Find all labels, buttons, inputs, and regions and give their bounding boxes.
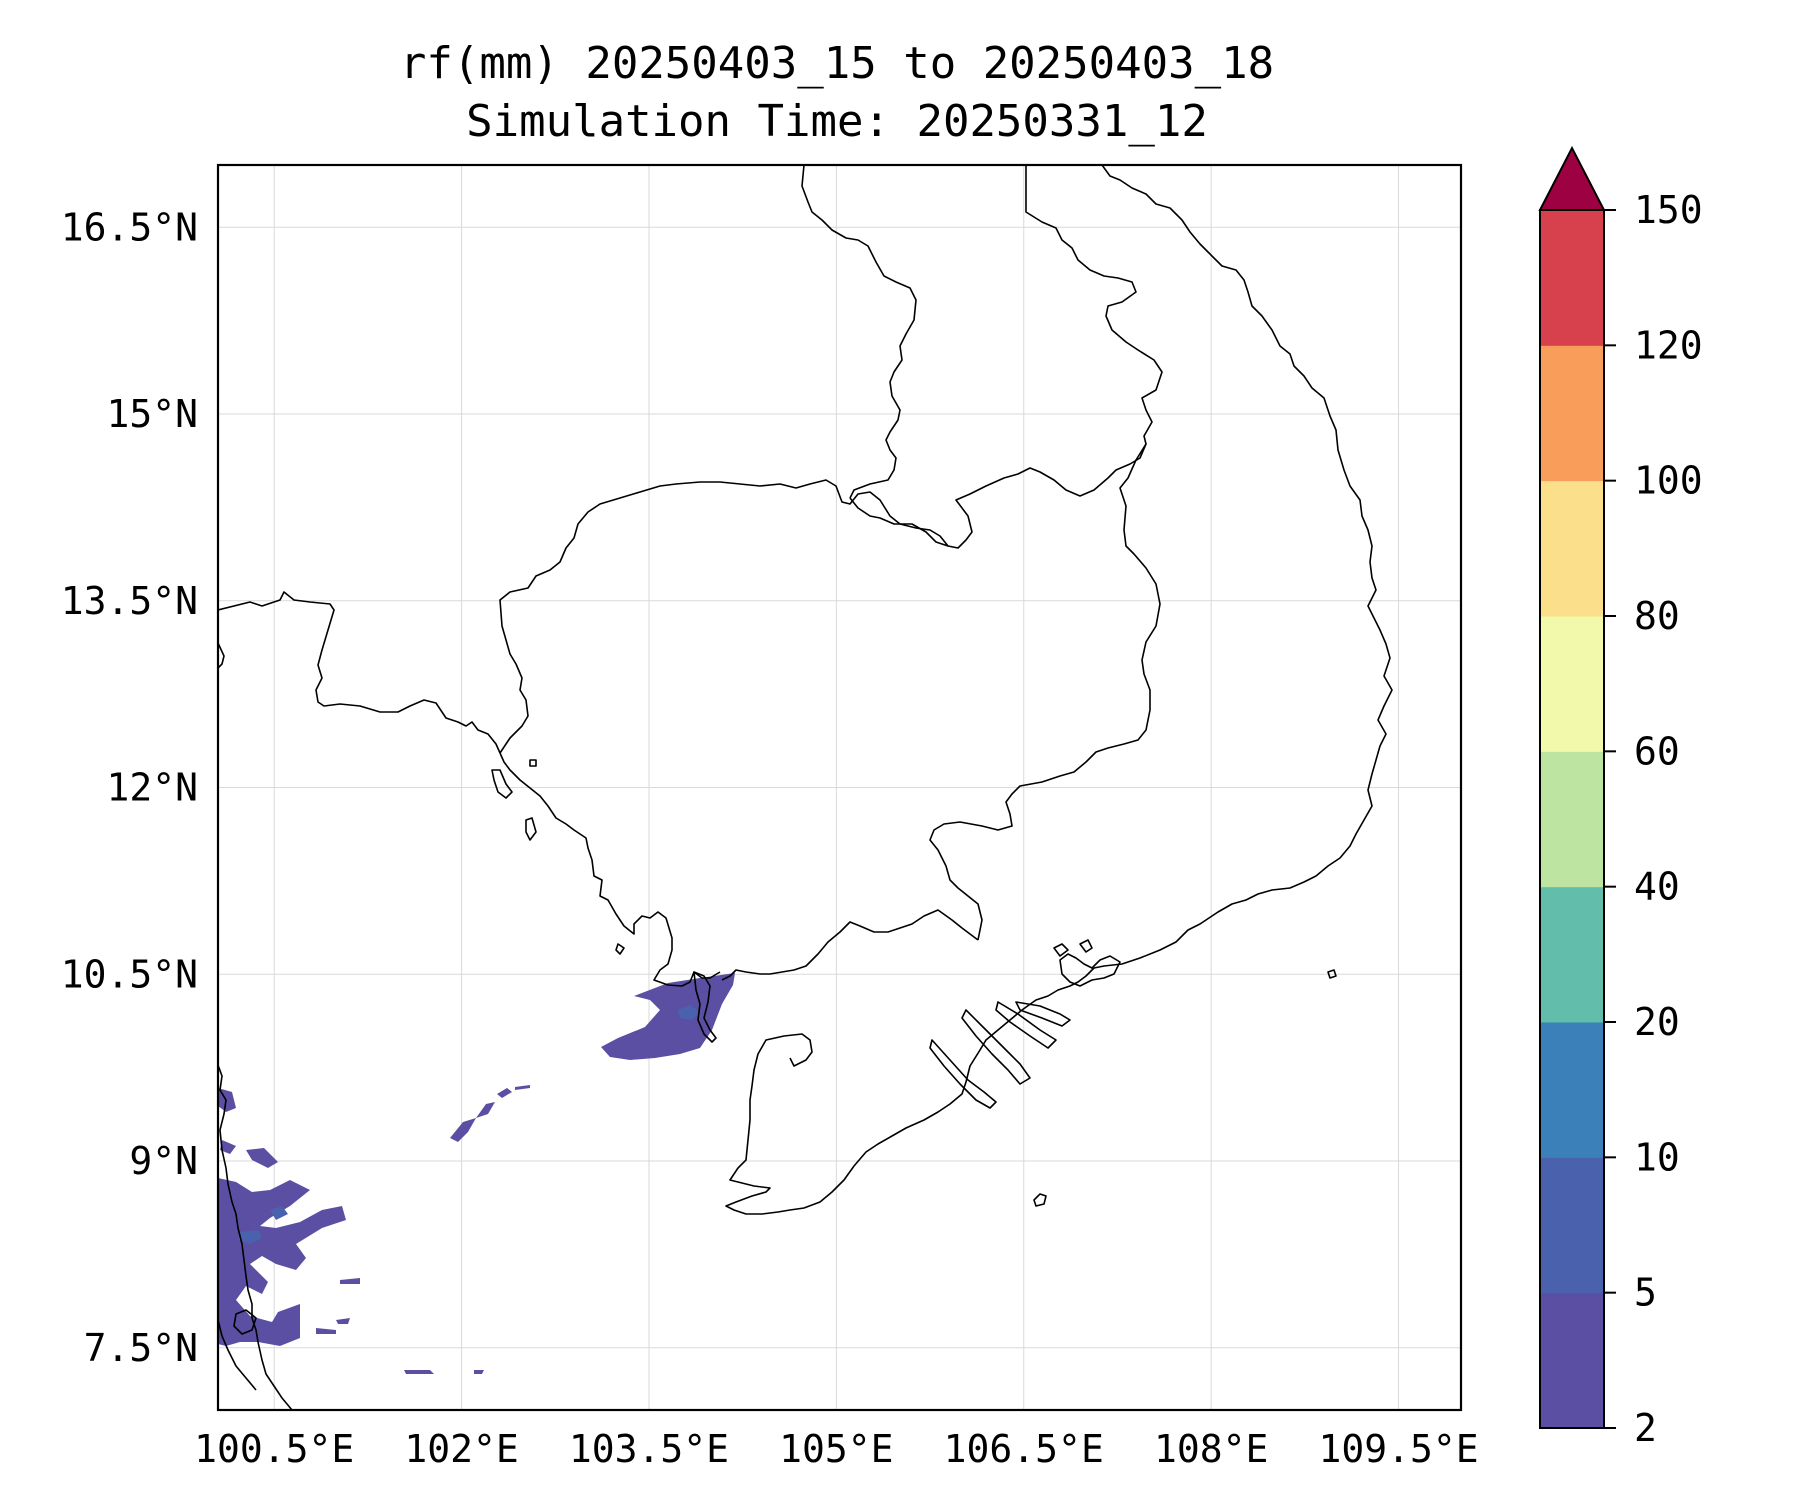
lat-tick-label: 13.5°N [61, 579, 198, 623]
colorbar-tick-label: 20 [1634, 1000, 1680, 1044]
island-koh-chang [491, 769, 513, 799]
coast-vietnam-east [1093, 165, 1393, 969]
rain-area-kampot [601, 973, 735, 1060]
colorbar-tick-label: 120 [1634, 323, 1703, 367]
mekong-mouth-4 [1015, 1001, 1071, 1027]
mekong-mouth-3 [995, 1001, 1057, 1049]
colorbar-frame [1539, 209, 1605, 1429]
lon-tick-label: 103.5°E [569, 1427, 729, 1471]
island-phu-quoc [693, 971, 717, 1043]
colorbar-tick-label: 150 [1634, 188, 1703, 232]
lat-tick-label: 9°N [129, 1139, 198, 1183]
border-laos-thailand [801, 165, 917, 499]
gridlines [218, 165, 1461, 1410]
lat-tick-label: 10.5°N [61, 952, 198, 996]
island-con-son [1033, 1193, 1047, 1207]
coast-mekong-delta [725, 967, 1095, 1215]
island-offshore [1327, 969, 1337, 979]
coast-peninsula-west [218, 1319, 257, 1391]
colorbar-tick-label: 40 [1634, 865, 1680, 909]
border-west-top [218, 591, 501, 754]
lat-tick-label: 16.5°N [61, 205, 198, 249]
lon-tick-label: 109.5°E [1318, 1427, 1478, 1471]
rain-area-peninsula [218, 1088, 484, 1374]
border-cambodia-vietnam-south [721, 909, 979, 981]
rain-core-kampot [678, 1005, 700, 1020]
colorbar-tick-label: 5 [1634, 1271, 1657, 1315]
lon-tick-label: 105°E [779, 1427, 893, 1471]
island-samui [233, 1309, 257, 1335]
rain-streak-3 [497, 1088, 512, 1098]
colorbar-tick-label: 80 [1634, 594, 1680, 638]
mekong-mouth-2 [961, 1009, 1031, 1085]
colorbar-segment [1540, 1292, 1604, 1429]
rainfall-shading [218, 973, 735, 1374]
title-line-2: Simulation Time: 20250331_12 [466, 96, 1208, 147]
colorbar-segment [1540, 480, 1604, 617]
lon-tick-label: 106.5°E [944, 1427, 1104, 1471]
rain-streak-1 [450, 1118, 476, 1142]
rain-core-peninsula [238, 1206, 288, 1244]
lat-tick-label: 12°N [106, 766, 198, 810]
coast-saigon-estuary [1059, 953, 1121, 987]
border-west-edge [218, 642, 225, 669]
colorbar-tick-label: 60 [1634, 729, 1680, 773]
coast-thai-east [499, 752, 721, 987]
island-koh-kood [525, 817, 537, 841]
colorbar-extend-arrow [1538, 145, 1606, 211]
colorbar-segment [1540, 1157, 1604, 1294]
border-laos-cambodia [849, 497, 949, 547]
latitude-tick-labels: 16.5°N 15°N 13.5°N 12°N 10.5°N 9°N 7.5°N [61, 205, 198, 1370]
coastlines-and-borders [218, 165, 1393, 1410]
border-cambodia-north [499, 443, 1147, 754]
lat-tick-label: 15°N [106, 392, 198, 436]
colorbar-segment [1540, 1022, 1604, 1158]
island-small-2 [615, 943, 625, 955]
coast-saigon-islets [1053, 939, 1093, 957]
colorbar-segment [1540, 751, 1604, 888]
map-panel: 100.5°E 102°E 103.5°E 105°E 106.5°E 108°E 109.… [61, 163, 1479, 1471]
island-small-1 [529, 759, 537, 767]
border-laos-vietnam [929, 165, 1163, 941]
lon-tick-label: 100.5°E [194, 1427, 354, 1471]
rain-streak-4 [515, 1085, 530, 1090]
map-frame [216, 163, 1463, 1412]
colorbar-segment [1540, 210, 1604, 346]
title-line-1: rf(mm) 20250403_15 to 20250403_18 [400, 38, 1274, 89]
rain-streak-2 [476, 1102, 495, 1118]
colorbar-segment [1540, 886, 1604, 1023]
colorbar-segment [1540, 345, 1604, 482]
coast-thai-peninsula [218, 1064, 293, 1410]
colorbar: 2 5 10 20 40 60 80 100 120 150 [1538, 145, 1703, 1450]
longitude-tick-labels: 100.5°E 102°E 103.5°E 105°E 106.5°E 108°E 109.… [194, 1427, 1478, 1471]
mekong-mouth-1 [929, 1039, 997, 1109]
colorbar-tick-label: 10 [1634, 1135, 1680, 1179]
lon-tick-label: 108°E [1154, 1427, 1268, 1471]
colorbar-tick-label: 100 [1634, 459, 1703, 503]
colorbar-segment [1540, 616, 1604, 752]
colorbar-tick-label: 2 [1634, 1406, 1657, 1450]
lon-tick-label: 102°E [404, 1427, 518, 1471]
lat-tick-label: 7.5°N [84, 1326, 198, 1370]
